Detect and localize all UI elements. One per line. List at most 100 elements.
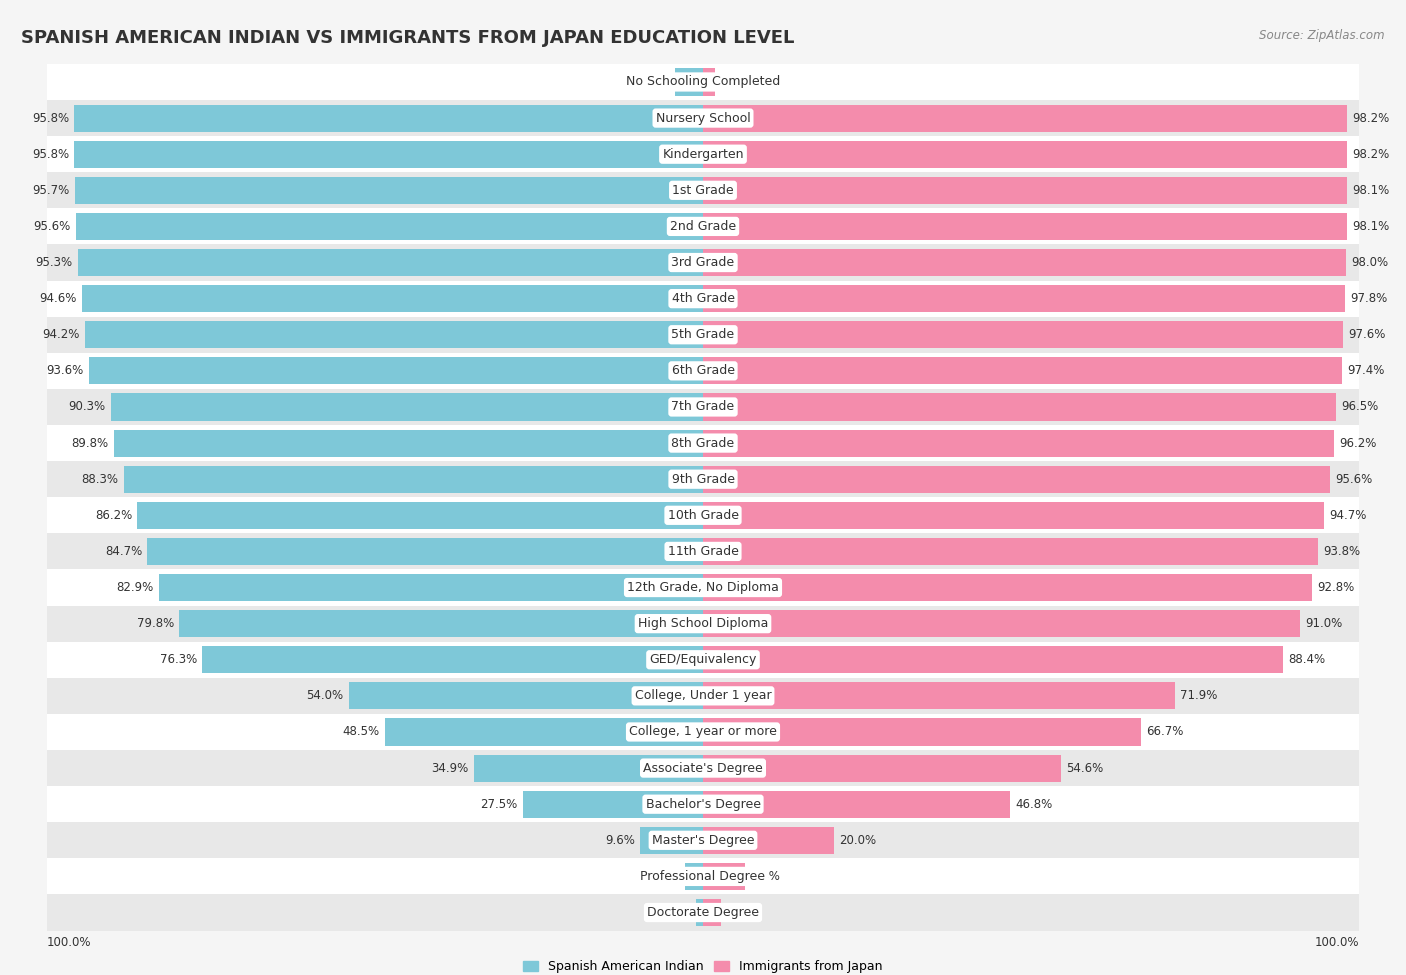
Text: GED/Equivalency: GED/Equivalency <box>650 653 756 666</box>
Bar <box>46 100 1360 136</box>
Bar <box>675 68 703 96</box>
Text: 93.6%: 93.6% <box>46 365 83 377</box>
Text: Bachelor's Degree: Bachelor's Degree <box>645 798 761 810</box>
Bar <box>46 461 1360 497</box>
Text: 86.2%: 86.2% <box>96 509 132 522</box>
Bar <box>703 827 834 854</box>
Text: College, 1 year or more: College, 1 year or more <box>628 725 778 738</box>
Bar <box>703 502 1324 528</box>
Bar <box>46 642 1360 678</box>
Text: 8th Grade: 8th Grade <box>672 437 734 449</box>
Text: 95.3%: 95.3% <box>35 256 73 269</box>
Bar <box>46 173 1360 209</box>
Bar <box>703 394 1336 420</box>
Text: 12th Grade, No Diploma: 12th Grade, No Diploma <box>627 581 779 594</box>
Text: 97.4%: 97.4% <box>1347 365 1385 377</box>
Text: 90.3%: 90.3% <box>67 401 105 413</box>
Bar <box>46 64 1360 100</box>
Bar <box>46 389 1360 425</box>
Text: 46.8%: 46.8% <box>1015 798 1053 810</box>
Bar <box>703 285 1344 312</box>
Bar <box>703 719 1140 746</box>
Text: 66.7%: 66.7% <box>1146 725 1184 738</box>
Bar <box>114 430 703 456</box>
Bar <box>111 394 703 420</box>
Bar <box>83 285 703 312</box>
Bar <box>703 357 1343 384</box>
Bar <box>148 538 703 565</box>
Text: Source: ZipAtlas.com: Source: ZipAtlas.com <box>1260 29 1385 42</box>
Text: 1.9%: 1.9% <box>721 75 751 89</box>
Text: 94.7%: 94.7% <box>1330 509 1367 522</box>
Text: Doctorate Degree: Doctorate Degree <box>647 906 759 919</box>
Bar <box>46 894 1360 930</box>
Text: 2.7%: 2.7% <box>650 870 681 883</box>
Text: College, Under 1 year: College, Under 1 year <box>634 689 772 702</box>
Bar <box>46 858 1360 894</box>
Legend: Spanish American Indian, Immigrants from Japan: Spanish American Indian, Immigrants from… <box>519 955 887 975</box>
Text: Professional Degree: Professional Degree <box>641 870 765 883</box>
Bar <box>385 719 703 746</box>
Bar <box>685 863 703 890</box>
Text: 100.0%: 100.0% <box>46 936 91 949</box>
Bar <box>46 245 1360 281</box>
Text: 98.1%: 98.1% <box>1353 184 1389 197</box>
Bar <box>46 209 1360 245</box>
Bar <box>703 321 1343 348</box>
Text: 98.1%: 98.1% <box>1353 220 1389 233</box>
Text: SPANISH AMERICAN INDIAN VS IMMIGRANTS FROM JAPAN EDUCATION LEVEL: SPANISH AMERICAN INDIAN VS IMMIGRANTS FR… <box>21 29 794 47</box>
Text: 6th Grade: 6th Grade <box>672 365 734 377</box>
Text: 97.6%: 97.6% <box>1348 329 1386 341</box>
Bar <box>703 176 1347 204</box>
Text: 79.8%: 79.8% <box>136 617 174 630</box>
Text: 97.8%: 97.8% <box>1350 292 1388 305</box>
Text: 95.7%: 95.7% <box>32 184 70 197</box>
Text: 92.8%: 92.8% <box>1317 581 1354 594</box>
Text: High School Diploma: High School Diploma <box>638 617 768 630</box>
Bar <box>46 353 1360 389</box>
Bar <box>703 430 1334 456</box>
Text: 82.9%: 82.9% <box>117 581 153 594</box>
Text: 54.0%: 54.0% <box>307 689 343 702</box>
Text: 2.8%: 2.8% <box>727 906 756 919</box>
Text: 9.6%: 9.6% <box>605 834 634 847</box>
Bar <box>77 249 703 276</box>
Bar <box>75 176 703 204</box>
Text: 48.5%: 48.5% <box>343 725 380 738</box>
Bar <box>75 104 703 132</box>
Text: 89.8%: 89.8% <box>72 437 108 449</box>
Bar <box>703 610 1301 638</box>
Text: Kindergarten: Kindergarten <box>662 147 744 161</box>
Text: 88.4%: 88.4% <box>1288 653 1326 666</box>
Bar <box>46 136 1360 173</box>
Text: 95.8%: 95.8% <box>32 111 69 125</box>
Bar <box>703 755 1062 782</box>
Text: 54.6%: 54.6% <box>1067 761 1104 774</box>
Bar <box>640 827 703 854</box>
Text: 91.0%: 91.0% <box>1305 617 1343 630</box>
Bar <box>84 321 703 348</box>
Bar <box>703 249 1346 276</box>
Text: 71.9%: 71.9% <box>1180 689 1218 702</box>
Text: Nursery School: Nursery School <box>655 111 751 125</box>
Bar <box>46 714 1360 750</box>
Bar <box>696 899 703 926</box>
Bar <box>703 682 1175 710</box>
Text: 5th Grade: 5th Grade <box>672 329 734 341</box>
Bar <box>46 281 1360 317</box>
Text: No Schooling Completed: No Schooling Completed <box>626 75 780 89</box>
Bar <box>703 899 721 926</box>
Bar <box>703 466 1330 492</box>
Bar <box>703 791 1010 818</box>
Bar <box>75 140 703 168</box>
Text: 95.6%: 95.6% <box>1336 473 1372 486</box>
Text: 20.0%: 20.0% <box>839 834 876 847</box>
Bar <box>159 574 703 601</box>
Bar <box>703 213 1347 240</box>
Bar <box>46 425 1360 461</box>
Text: 7th Grade: 7th Grade <box>672 401 734 413</box>
Text: Associate's Degree: Associate's Degree <box>643 761 763 774</box>
Text: 1st Grade: 1st Grade <box>672 184 734 197</box>
Bar <box>703 68 716 96</box>
Bar <box>180 610 703 638</box>
